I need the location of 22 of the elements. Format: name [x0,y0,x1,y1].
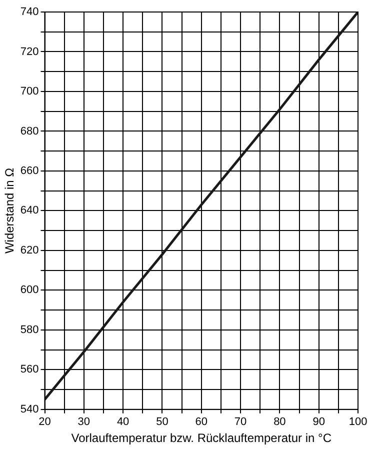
x-tick-label: 90 [312,416,325,428]
x-tick-label: 50 [156,416,168,428]
y-tick-label: 680 [20,125,39,138]
y-tick-label: 620 [20,244,39,256]
y-tick-label: 600 [20,284,39,296]
x-tick-label: 70 [234,416,247,428]
y-tick-label: 540 [20,403,39,416]
y-tick-label: 560 [20,364,39,376]
y-tick-label: 660 [20,164,39,177]
y-tick-label: 700 [20,86,39,98]
y-tick-label: 580 [20,324,39,336]
y-tick-label: 640 [20,204,39,217]
x-tick-label: 20 [38,416,51,428]
y-tick-label: 720 [20,46,39,58]
y-tick-label: 740 [20,6,39,18]
x-tick-label: 60 [195,416,208,428]
y-axis-title: Widerstand in Ω [2,168,17,254]
x-tick-label: 40 [116,416,130,428]
x-tick-label: 80 [274,416,286,428]
x-axis-title: Vorlauftemperatur bzw. Rücklauftemperatur in °C [71,431,332,446]
x-tick-label: 100 [348,416,368,428]
x-tick-label: 30 [78,416,90,428]
